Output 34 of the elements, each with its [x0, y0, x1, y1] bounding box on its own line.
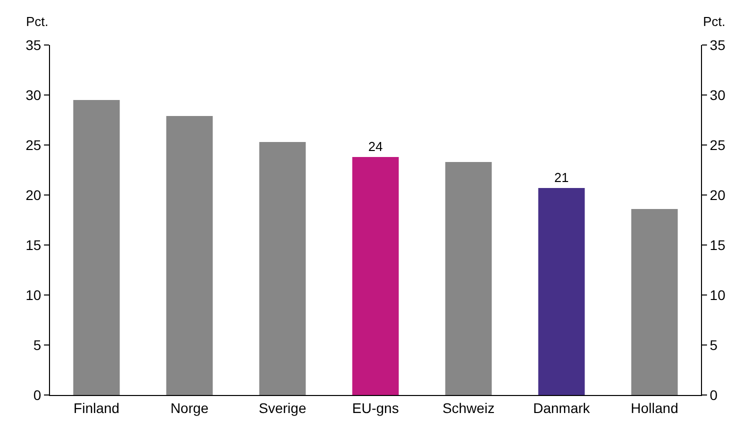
bar: [259, 142, 306, 395]
data-label: 21: [554, 170, 569, 185]
y-tick-label: 0: [33, 386, 42, 403]
x-tick-label: Schweiz: [442, 400, 495, 416]
y-tick-label: 20: [26, 186, 42, 203]
x-tick-label: Finland: [74, 400, 120, 416]
bar: [538, 188, 585, 395]
y2-tick-label: 25: [710, 136, 726, 153]
y-tick-label: 15: [26, 236, 42, 253]
bar: [352, 157, 399, 395]
y2-tick-label: 10: [710, 286, 726, 303]
data-label: 24: [368, 139, 383, 154]
x-tick-label: Sverige: [258, 400, 306, 416]
y2-tick-label: 35: [710, 36, 726, 53]
y2-tick-label: 0: [710, 386, 718, 403]
y-axis-title: Pct.: [26, 14, 48, 29]
bar: [73, 100, 120, 395]
y-tick-label: 25: [26, 136, 42, 153]
y2-axis-title: Pct.: [703, 14, 726, 29]
y-tick-label: 30: [26, 86, 42, 103]
x-tick-label: Norge: [170, 400, 209, 416]
y2-tick-label: 15: [710, 236, 726, 253]
y2-tick-label: 30: [710, 86, 726, 103]
y2-tick-label: 5: [710, 336, 718, 353]
y-tick-label: 35: [26, 36, 42, 53]
bar: [166, 116, 213, 395]
bar: [445, 162, 492, 395]
x-tick-label: Danmark: [533, 400, 591, 416]
bar: [631, 209, 678, 395]
y2-tick-label: 20: [710, 186, 726, 203]
y-tick-label: 10: [26, 286, 42, 303]
y-tick-label: 5: [33, 336, 42, 353]
x-tick-label: Holland: [630, 400, 678, 416]
x-tick-label: EU-gns: [352, 400, 399, 416]
